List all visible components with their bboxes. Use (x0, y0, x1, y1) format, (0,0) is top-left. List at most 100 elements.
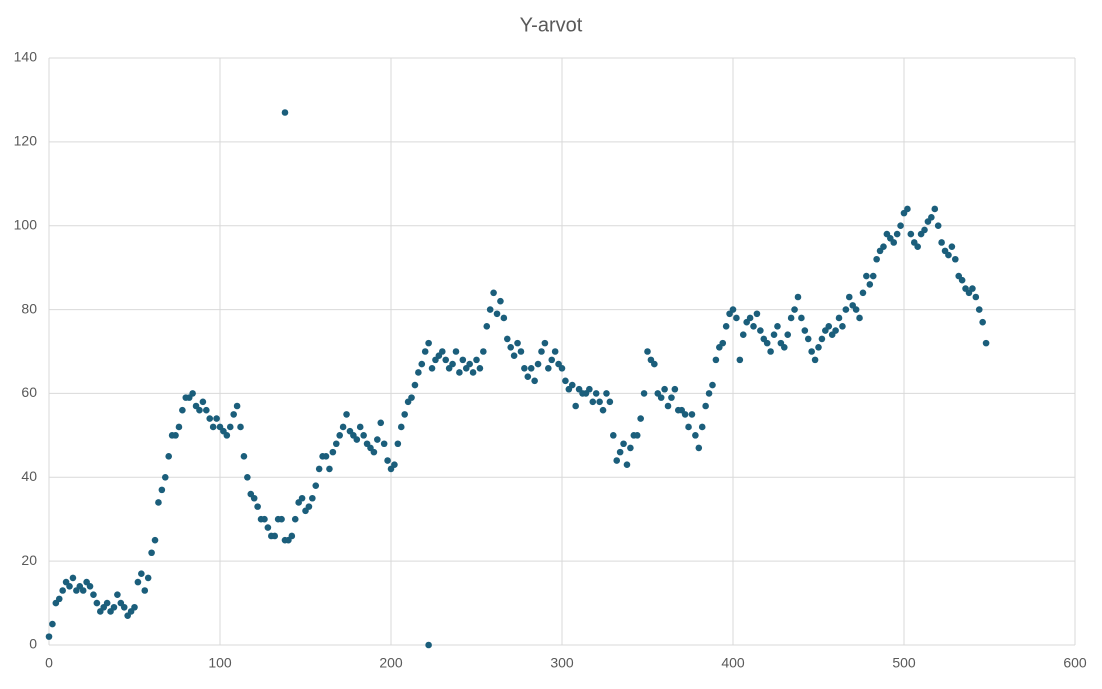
data-point (787, 314, 795, 322)
data-point (893, 230, 901, 238)
data-point (322, 453, 330, 460)
data-point (835, 314, 843, 322)
data-point (175, 423, 183, 431)
data-point (818, 335, 826, 343)
data-point (804, 335, 812, 343)
data-point (332, 440, 340, 448)
data-point (664, 402, 672, 410)
data-point (497, 297, 504, 305)
data-point (336, 432, 344, 439)
data-point (131, 603, 138, 611)
data-point (938, 239, 945, 246)
data-point (969, 285, 976, 292)
data-point (250, 494, 258, 502)
data-point (490, 289, 497, 297)
data-point (480, 348, 487, 355)
data-point (298, 494, 306, 502)
x-tick-label: 100 (208, 655, 232, 671)
data-point (698, 423, 706, 431)
data-point (746, 314, 754, 322)
data-point (425, 641, 432, 649)
data-point (514, 339, 521, 347)
data-point (138, 570, 145, 578)
data-point (240, 453, 248, 460)
data-point (702, 402, 709, 410)
data-point (722, 323, 730, 330)
data-point (517, 348, 525, 355)
x-tick-label: 500 (892, 655, 916, 671)
data-point (79, 587, 87, 594)
data-point (172, 432, 179, 439)
data-point (791, 306, 798, 313)
data-point (562, 377, 569, 385)
data-point (811, 356, 819, 364)
data-point (685, 423, 692, 431)
data-point (750, 323, 757, 330)
data-point (237, 423, 244, 431)
data-point (661, 385, 668, 393)
data-point (589, 398, 597, 406)
data-point (890, 239, 898, 246)
data-point (606, 398, 614, 406)
data-point (510, 352, 518, 359)
data-point (586, 385, 593, 393)
data-point (55, 595, 63, 603)
data-point (353, 436, 361, 443)
data-point (179, 406, 186, 414)
data-point (825, 323, 833, 330)
data-point (945, 251, 952, 259)
data-point (415, 369, 422, 376)
data-point (199, 398, 207, 406)
data-point (599, 406, 607, 414)
data-point (774, 323, 781, 330)
data-point (928, 214, 935, 221)
data-point (196, 406, 203, 414)
data-point (688, 411, 696, 418)
data-point (226, 423, 234, 431)
y-tick-label: 120 (14, 133, 38, 149)
data-point (798, 314, 805, 322)
data-point (770, 331, 778, 339)
data-point (264, 524, 272, 531)
data-point (148, 549, 155, 557)
data-point (466, 360, 473, 368)
data-point (572, 402, 579, 410)
y-tick-label: 0 (29, 636, 37, 652)
y-tick-label: 80 (21, 300, 37, 316)
data-point (842, 306, 850, 313)
data-point (640, 390, 648, 397)
data-point (863, 272, 870, 280)
data-point (921, 226, 928, 234)
data-point (90, 591, 97, 598)
data-point (158, 486, 166, 494)
data-point (428, 364, 436, 372)
data-point (165, 453, 172, 460)
data-point (866, 281, 874, 288)
data-point (59, 587, 66, 594)
data-point (613, 457, 621, 464)
data-point (794, 293, 802, 301)
data-point (230, 411, 237, 418)
data-point (384, 457, 391, 464)
data-point (213, 415, 220, 422)
data-point (633, 432, 641, 439)
data-point (729, 306, 737, 313)
data-point (329, 448, 337, 456)
data-point (948, 243, 956, 250)
data-point (151, 536, 159, 544)
data-point (360, 432, 367, 439)
data-point (623, 461, 631, 469)
data-point (103, 599, 111, 607)
data-point (880, 243, 887, 250)
data-point (531, 377, 538, 385)
data-point (161, 473, 169, 481)
data-point (456, 369, 463, 376)
data-point (972, 293, 980, 301)
data-point (254, 503, 261, 510)
data-point (975, 306, 983, 313)
data-point (712, 356, 720, 364)
data-point (671, 385, 679, 393)
data-point (534, 360, 542, 368)
data-point (592, 390, 600, 397)
